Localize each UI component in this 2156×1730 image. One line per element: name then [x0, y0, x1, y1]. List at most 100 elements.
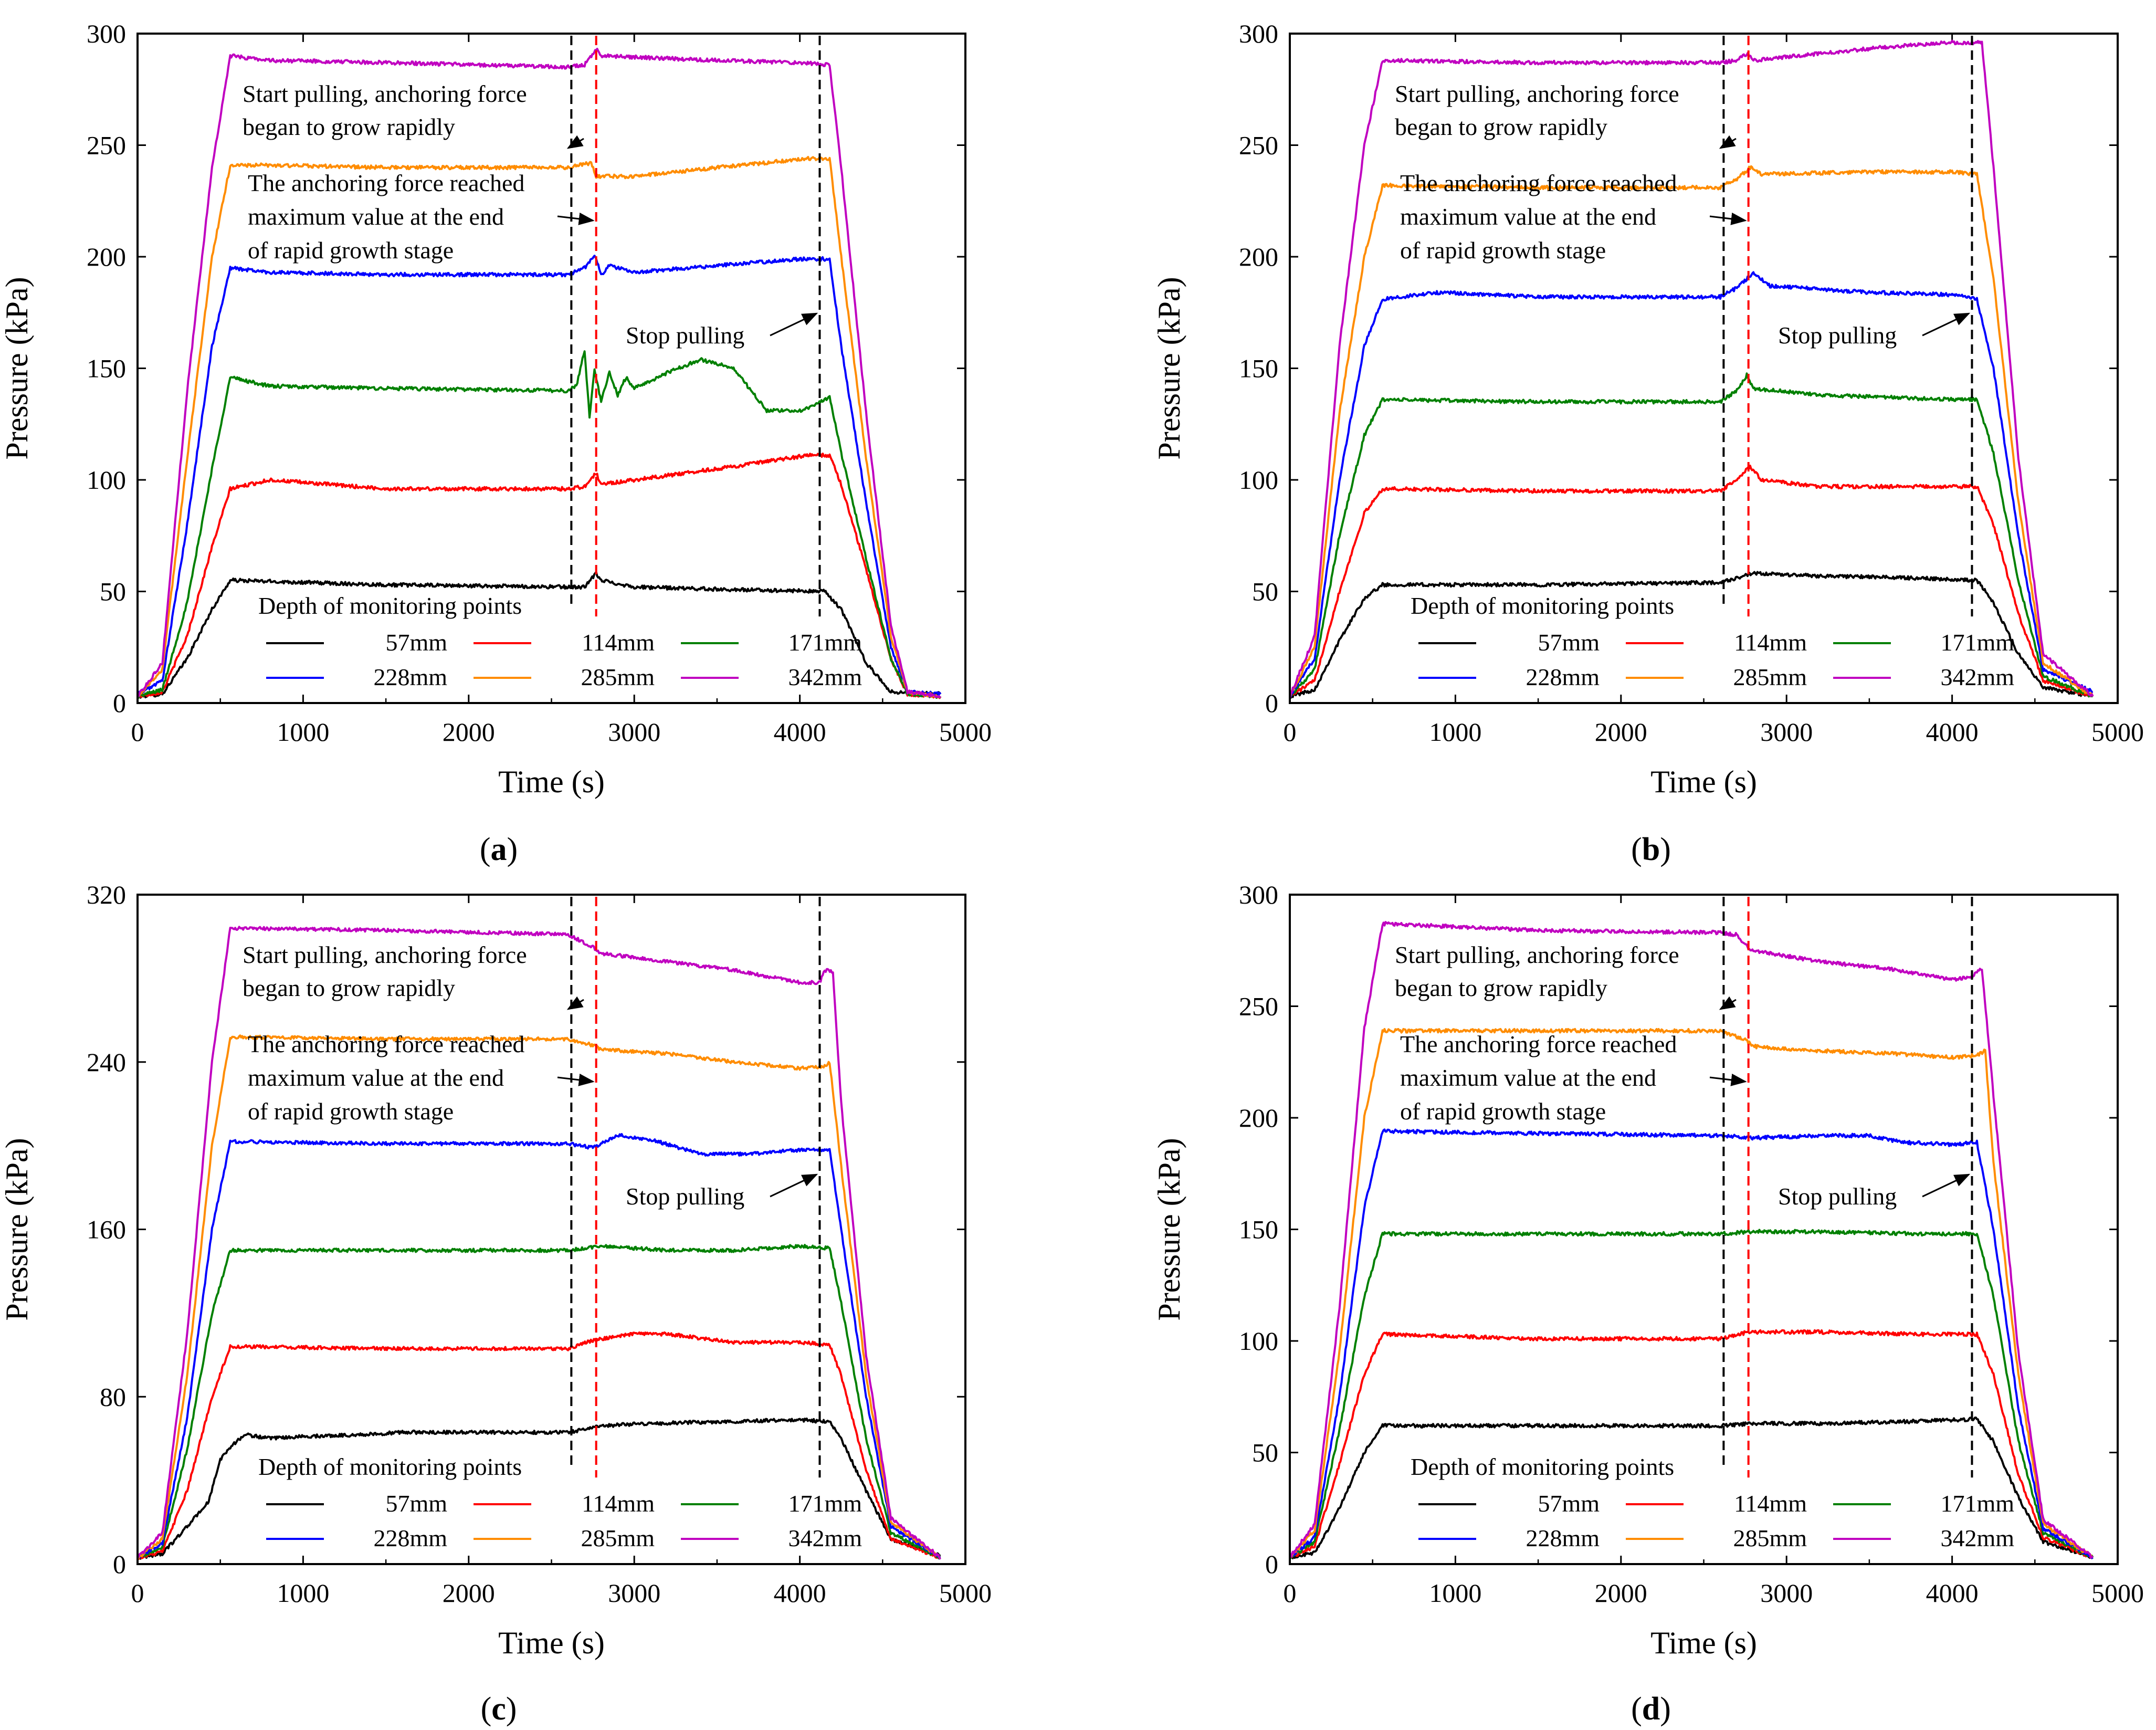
x-tick-label: 0	[131, 717, 144, 747]
y-tick-label: 100	[1239, 1326, 1278, 1356]
x-tick-label: 3000	[1760, 1578, 1813, 1608]
legend-label: 342mm	[788, 664, 862, 690]
legend-label: 171mm	[1940, 629, 2014, 656]
series-line-171mm	[1290, 1229, 2094, 1559]
y-tick-label: 150	[1239, 1215, 1278, 1244]
series-line-228mm	[138, 1133, 941, 1559]
annotation-stop-arrow	[1922, 312, 1971, 337]
series-group	[138, 48, 942, 699]
chart-panel-d: 0 1000 2000 3000 4000 5000 0 50 100 150 200 250 300 T…	[1152, 880, 2144, 1660]
legend-label: 114mm	[582, 629, 655, 656]
panel-label: (a)	[480, 832, 518, 867]
legend-label: 171mm	[788, 1490, 862, 1517]
legend-label: 285mm	[581, 664, 655, 690]
annotation-peak-line3: of rapid growth stage	[248, 237, 454, 264]
y-tick-label: 200	[1239, 242, 1278, 271]
annotation-stop-arrow	[770, 312, 818, 337]
legend-label: 114mm	[1734, 629, 1807, 656]
plot-frame	[1289, 33, 2119, 704]
legend-label: 114mm	[1734, 1490, 1807, 1517]
annotation-start-arrow	[566, 996, 584, 1010]
chart-panel-b: 0 1000 2000 3000 4000 5000 0 50 100 150 200 250 300 T…	[1152, 19, 2144, 799]
panel-label: (c)	[481, 1691, 517, 1727]
annotation-peak-line2: maximum value at the end	[248, 203, 504, 230]
y-tick-label: 0	[113, 1549, 126, 1579]
panel-label: (d)	[1631, 1691, 1671, 1727]
legend-label: 57mm	[385, 629, 447, 656]
annotation-start-line2: began to grow rapidly	[1395, 974, 1607, 1001]
x-axis-title: Time (s)	[498, 1626, 605, 1660]
annotation-start-line1: Start pulling, anchoring force	[1395, 941, 1679, 968]
legend-label: 285mm	[581, 1525, 655, 1551]
y-tick-label: 250	[87, 131, 126, 160]
legend-label: 114mm	[582, 1490, 655, 1517]
x-tick-label: 5000	[939, 1578, 992, 1608]
annotation-peak-arrow	[1709, 1073, 1747, 1086]
legend-label: 342mm	[788, 1525, 862, 1551]
annotation-peak-line2: maximum value at the end	[248, 1064, 504, 1091]
legend-label: 57mm	[1538, 1490, 1600, 1517]
annotation-peak-line1: The anchoring force reached	[248, 1031, 524, 1057]
x-tick-label: 4000	[1926, 717, 1979, 747]
series-line-114mm	[1290, 1329, 2094, 1559]
legend-label: 57mm	[1538, 629, 1600, 656]
series-line-342mm	[1290, 921, 2094, 1559]
series-line-228mm	[1290, 271, 2093, 699]
y-tick-label: 100	[1239, 465, 1278, 495]
annotation-stop-text: Stop pulling	[626, 1183, 744, 1210]
y-tick-label: 0	[1265, 1549, 1278, 1579]
x-tick-label: 3000	[1760, 717, 1813, 747]
x-tick-label: 4000	[774, 717, 826, 747]
legend-label: 171mm	[788, 629, 862, 656]
x-tick-label: 4000	[774, 1578, 826, 1608]
y-tick-label: 150	[87, 354, 126, 383]
series-line-57mm	[138, 1417, 941, 1560]
annotation-stop-text: Stop pulling	[1778, 1183, 1897, 1210]
y-tick-label: 0	[113, 688, 126, 718]
series-line-171mm	[138, 350, 942, 699]
series-line-57mm	[1290, 571, 2094, 699]
legend-label: 342mm	[1940, 1525, 2014, 1551]
y-tick-label: 300	[1239, 19, 1278, 48]
y-axis-title: Pressure (kPa)	[0, 277, 34, 459]
annotation-start-line2: began to grow rapidly	[243, 974, 455, 1001]
legend-title: Depth of monitoring points	[1411, 592, 1674, 619]
legend: Depth of monitoring points 57mm 114mm 171mm…	[258, 592, 862, 690]
annotation-start-arrow	[1719, 996, 1737, 1010]
series-line-342mm	[1290, 39, 2094, 698]
x-tick-label: 0	[1284, 717, 1297, 747]
series-group	[1290, 921, 2094, 1559]
series-line-285mm	[1290, 165, 2094, 698]
y-axis-title: Pressure (kPa)	[1152, 277, 1186, 459]
legend-label: 285mm	[1733, 1525, 1807, 1551]
legend-title: Depth of monitoring points	[258, 1453, 522, 1480]
annotation-start-line2: began to grow rapidly	[243, 113, 455, 140]
x-tick-label: 5000	[2091, 717, 2144, 747]
annotation-peak-line1: The anchoring force reached	[248, 170, 524, 196]
annotation-start-line1: Start pulling, anchoring force	[243, 941, 527, 968]
annotation-peak-line2: maximum value at the end	[1400, 203, 1656, 230]
legend-label: 228mm	[1526, 1525, 1600, 1551]
y-tick-label: 300	[87, 19, 126, 48]
x-axis-title: Time (s)	[1650, 764, 1757, 799]
legend-title: Depth of monitoring points	[1411, 1453, 1674, 1480]
x-tick-label: 2000	[443, 1578, 495, 1608]
x-tick-label: 3000	[608, 717, 660, 747]
series-line-228mm	[1290, 1128, 2094, 1559]
x-tick-label: 2000	[1595, 717, 1647, 747]
annotation-peak-line1: The anchoring force reached	[1400, 170, 1677, 196]
y-tick-label: 50	[1252, 1438, 1278, 1467]
x-tick-label: 1000	[277, 717, 329, 747]
plot-frame	[136, 894, 966, 1565]
x-tick-label: 3000	[608, 1578, 660, 1608]
series-line-171mm	[138, 1244, 941, 1559]
annotation-peak-line1: The anchoring force reached	[1400, 1031, 1677, 1057]
y-tick-label: 0	[1265, 688, 1278, 718]
legend: Depth of monitoring points 57mm 114mm 171mm…	[1411, 1453, 2014, 1551]
annotation-peak-arrow	[557, 1073, 595, 1086]
legend-label: 171mm	[1940, 1490, 2014, 1517]
x-axis-title: Time (s)	[498, 764, 605, 799]
annotation-start-line1: Start pulling, anchoring force	[1395, 80, 1679, 107]
legend-label: 228mm	[373, 1525, 447, 1551]
annotation-start-line2: began to grow rapidly	[1395, 113, 1607, 140]
